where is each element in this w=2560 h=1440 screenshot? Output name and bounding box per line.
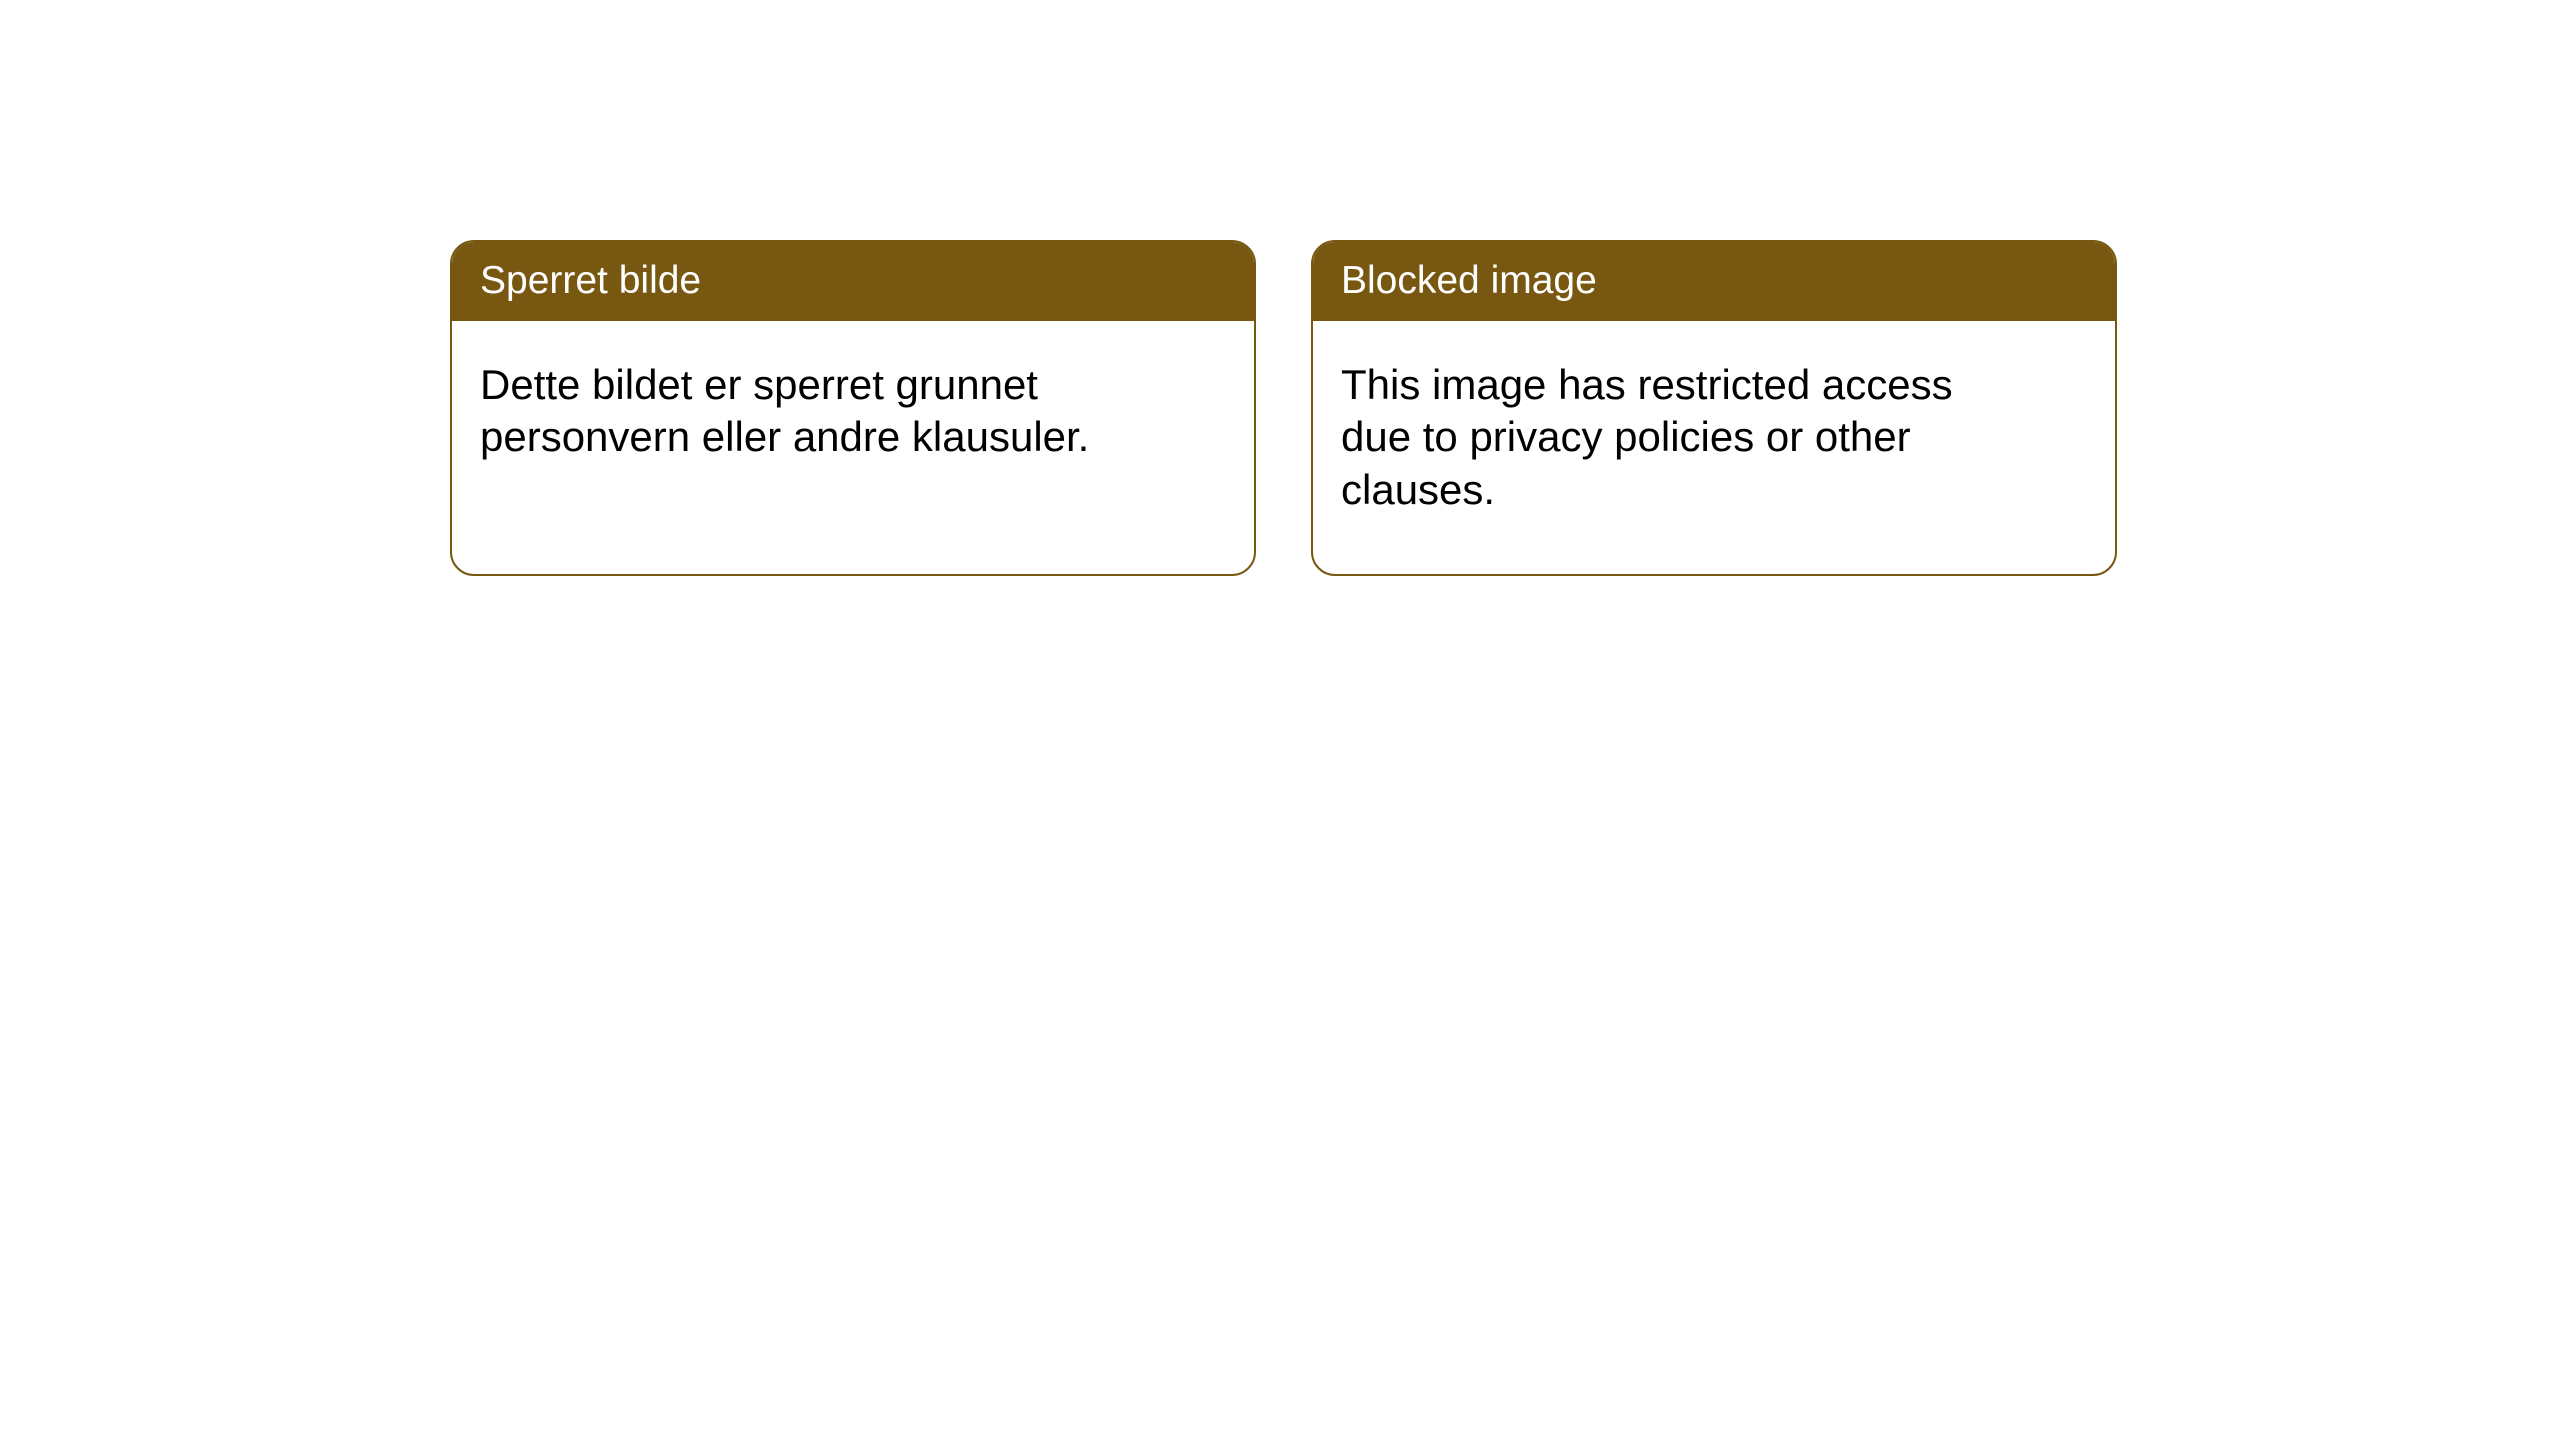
notice-card-norwegian: Sperret bilde Dette bildet er sperret gr…	[450, 240, 1256, 576]
card-body: This image has restricted access due to …	[1313, 321, 1993, 555]
card-header: Sperret bilde	[452, 242, 1254, 321]
card-body-text: Dette bildet er sperret grunnet personve…	[480, 361, 1089, 461]
notice-card-english: Blocked image This image has restricted …	[1311, 240, 2117, 576]
card-title: Blocked image	[1341, 259, 1597, 302]
notice-cards-container: Sperret bilde Dette bildet er sperret gr…	[450, 240, 2117, 576]
card-title: Sperret bilde	[480, 259, 701, 302]
card-header: Blocked image	[1313, 242, 2115, 321]
card-body-text: This image has restricted access due to …	[1341, 361, 1953, 513]
card-body: Dette bildet er sperret grunnet personve…	[452, 321, 1132, 502]
